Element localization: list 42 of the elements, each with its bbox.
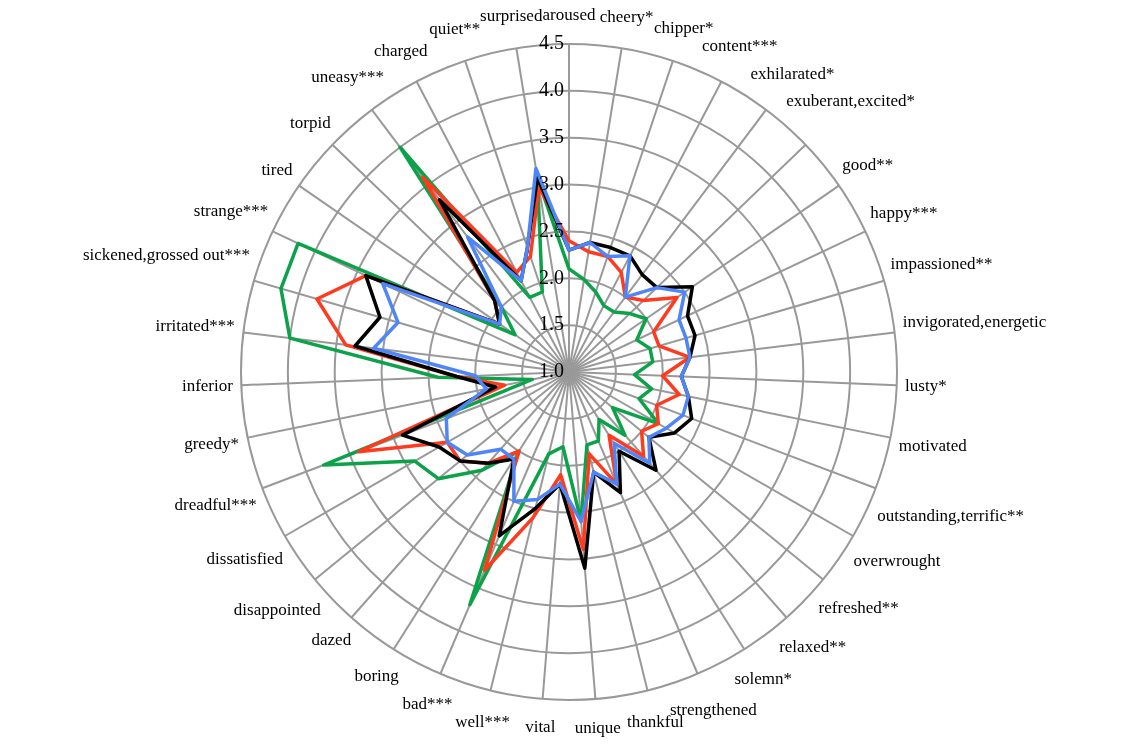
spoke-label: dissatisfied [206, 548, 284, 568]
spoke-label: disappointed [233, 599, 322, 619]
spoke-label: quiet** [429, 19, 481, 39]
spoke-label: tired [261, 159, 294, 179]
y-tick-label: 4.0 [539, 78, 564, 101]
spoke-label: aroused [542, 5, 596, 25]
spoke-label: invigorated,energetic [902, 312, 1047, 332]
spoke-label: charged [373, 40, 428, 60]
spoke-label: boring [354, 665, 400, 685]
spoke-label: impassioned** [890, 253, 993, 273]
spoke-label: motivated [898, 435, 968, 455]
spoke-label: relaxed** [779, 636, 847, 656]
spoke-label: dreadful*** [174, 495, 257, 515]
spoke-label: chipper* [653, 17, 714, 37]
spoke-label: unique [574, 717, 621, 737]
spoke-label: well*** [455, 711, 511, 731]
y-tick-label: 3.5 [539, 124, 564, 147]
spoke-label: content*** [701, 36, 778, 56]
spoke-label: vital [525, 717, 556, 737]
spoke-label: uneasy*** [311, 66, 385, 86]
spoke-label: solemn* [734, 668, 793, 688]
spoke-label: happy*** [870, 202, 938, 222]
spoke-label: cheery* [599, 6, 654, 26]
y-tick-label: 1.5 [539, 312, 564, 335]
spoke-label: exuberant,excited* [786, 90, 916, 110]
spoke-label: strange*** [193, 201, 269, 221]
spoke-label: outstanding,terrific** [877, 506, 1025, 526]
y-tick-label: 4.5 [539, 31, 564, 54]
spoke-label: bad*** [402, 693, 453, 713]
spoke-label: lusty* [905, 375, 947, 395]
spoke-label: inferior [181, 376, 234, 396]
y-tick-label: 1.0 [539, 359, 564, 382]
spoke-label: dazed [311, 629, 352, 649]
spoke-label: torpid [290, 113, 332, 133]
spoke-label: irritated*** [155, 316, 235, 336]
spoke-label: refreshed** [818, 598, 899, 618]
spoke-label: exhilarated* [750, 64, 835, 84]
spoke-label: surprised [480, 6, 543, 26]
spoke-label: good** [842, 155, 894, 175]
spoke-label: greedy* [184, 434, 239, 454]
spoke-label: sickened,grossed out*** [82, 244, 251, 264]
spoke-label: overwrought [853, 550, 941, 570]
